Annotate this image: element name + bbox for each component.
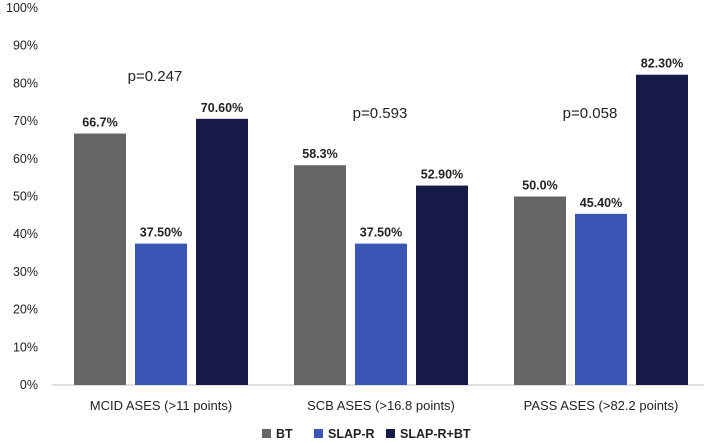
legend: BT SLAP-R SLAP-R+BT (262, 427, 471, 441)
category-label: SCB ASES (>16.8 points) (307, 398, 455, 413)
y-tick-label: 20% (13, 303, 38, 317)
y-tick-label: 10% (13, 340, 38, 354)
legend-swatch (314, 429, 323, 438)
y-tick-label: 40% (13, 227, 38, 241)
p-value-annotation: p=0.593 (353, 105, 408, 122)
data-label: 58.3% (302, 147, 337, 161)
y-tick-label: 60% (13, 152, 38, 166)
data-label: 70.60% (201, 101, 243, 115)
bar-slap-r (135, 243, 187, 385)
data-labels: 66.7% 37.50% 70.60% 58.3% 37.50% 52.90% 50.0% 4… (82, 57, 683, 240)
legend-label: SLAP-R+BT (400, 427, 471, 441)
category-labels: MCID ASES (>11 points) SCB ASES (>16.8 po… (90, 398, 679, 413)
y-tick-label: 100% (6, 1, 38, 15)
bar-slap-r-bt (636, 74, 688, 385)
p-value-annotations: p=0.247 p=0.593 p=0.058 (128, 68, 618, 122)
legend-label: SLAP-R (328, 427, 375, 441)
data-label: 37.50% (140, 226, 182, 240)
data-label: 45.40% (580, 196, 622, 210)
bars (74, 74, 688, 385)
legend-swatch (386, 429, 395, 438)
data-label: 37.50% (360, 226, 402, 240)
bar-bt (514, 196, 566, 385)
y-tick-label: 0% (20, 378, 38, 392)
legend-swatch (262, 429, 271, 438)
p-value-annotation: p=0.058 (563, 105, 618, 122)
y-axis-ticks: 0% 10% 20% 30% 40% 50% 60% 70% 80% 90% 100% (6, 1, 38, 392)
p-value-annotation: p=0.247 (128, 68, 183, 85)
y-tick-label: 90% (13, 39, 38, 53)
legend-label: BT (276, 427, 293, 441)
data-label: 50.0% (522, 179, 557, 193)
category-label: MCID ASES (>11 points) (90, 398, 232, 413)
y-tick-label: 70% (13, 114, 38, 128)
bar-slap-r (355, 243, 407, 385)
category-label: PASS ASES (>82.2 points) (524, 398, 679, 413)
y-tick-label: 80% (13, 76, 38, 90)
y-tick-label: 50% (13, 190, 38, 204)
bar-slap-r (575, 213, 627, 385)
bar-slap-r-bt (196, 118, 248, 385)
data-label: 52.90% (421, 168, 463, 182)
bar-bt (294, 165, 346, 385)
data-label: 82.30% (641, 57, 683, 71)
bar-bt (74, 133, 126, 385)
data-label: 66.7% (82, 116, 117, 130)
y-tick-label: 30% (13, 265, 38, 279)
bar-slap-r-bt (416, 185, 468, 385)
